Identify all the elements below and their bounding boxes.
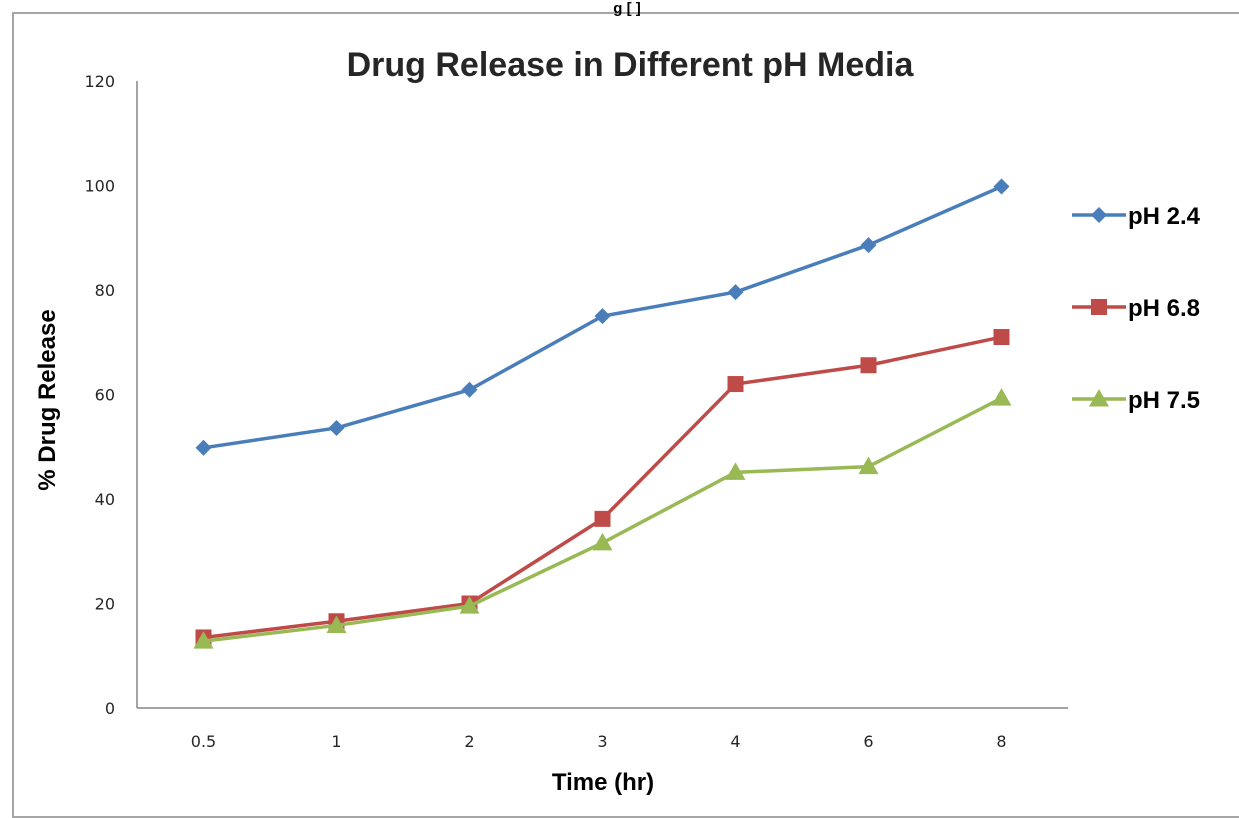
legend: pH 2.4 pH 6.8 pH 7.5 [1072,203,1201,414]
y-tick-label: 60 [95,386,115,405]
y-tick-label: 40 [95,490,115,509]
chart-frame: g [ ] [12,2,1239,818]
data-point [991,388,1012,406]
data-point [195,439,212,456]
legend-label: pH 6.8 [1128,295,1200,322]
data-point [993,329,1010,346]
x-tick-label: 3 [597,732,607,751]
header-text: g [ ] [613,2,641,16]
y-tick-label: 100 [84,177,115,196]
data-point [858,456,879,475]
y-tick-label: 20 [95,595,115,614]
legend-marker [1089,389,1109,407]
legend-label: pH 7.5 [1128,387,1200,414]
x-axis-title: Time (hr) [552,769,654,796]
legend-marker [1091,207,1107,223]
y-tick-label: 0 [105,699,115,718]
y-tick-label: 80 [95,281,115,300]
legend-item: pH 7.5 [1072,387,1200,414]
data-point [459,596,480,614]
legend-label: pH 2.4 [1128,203,1201,230]
data-point [326,615,347,633]
legend-marker [1091,299,1107,315]
series-0 [195,178,1010,456]
x-tick-label: 4 [730,732,740,751]
data-point [328,419,345,436]
legend-item: pH 6.8 [1072,295,1200,322]
data-point [592,532,613,551]
data-point [594,510,611,527]
x-tick-label: 1 [331,732,341,751]
x-tick-label: 8 [996,732,1006,751]
series-1 [195,329,1010,646]
series-2 [193,388,1012,649]
series-line [203,335,1002,640]
axes: 0 20 40 60 80 100 120 0.5 1 2 3 4 6 8 [84,72,1068,751]
data-point [461,381,478,398]
data-point [727,376,744,393]
data-point [193,631,214,649]
series-layer [193,178,1012,649]
data-point [594,308,611,325]
x-tick-label: 0.5 [191,732,216,751]
chart-title: Drug Release in Different pH Media [347,46,915,84]
data-point [860,357,877,374]
legend-item: pH 2.4 [1072,203,1201,230]
data-point [727,284,744,301]
x-tick-label: 2 [464,732,474,751]
data-point [993,178,1010,195]
x-tick-label: 6 [863,732,873,751]
y-axis-title: % Drug Release [34,309,61,490]
data-point [725,462,746,480]
data-point [860,237,877,254]
y-tick-label: 120 [84,72,115,91]
